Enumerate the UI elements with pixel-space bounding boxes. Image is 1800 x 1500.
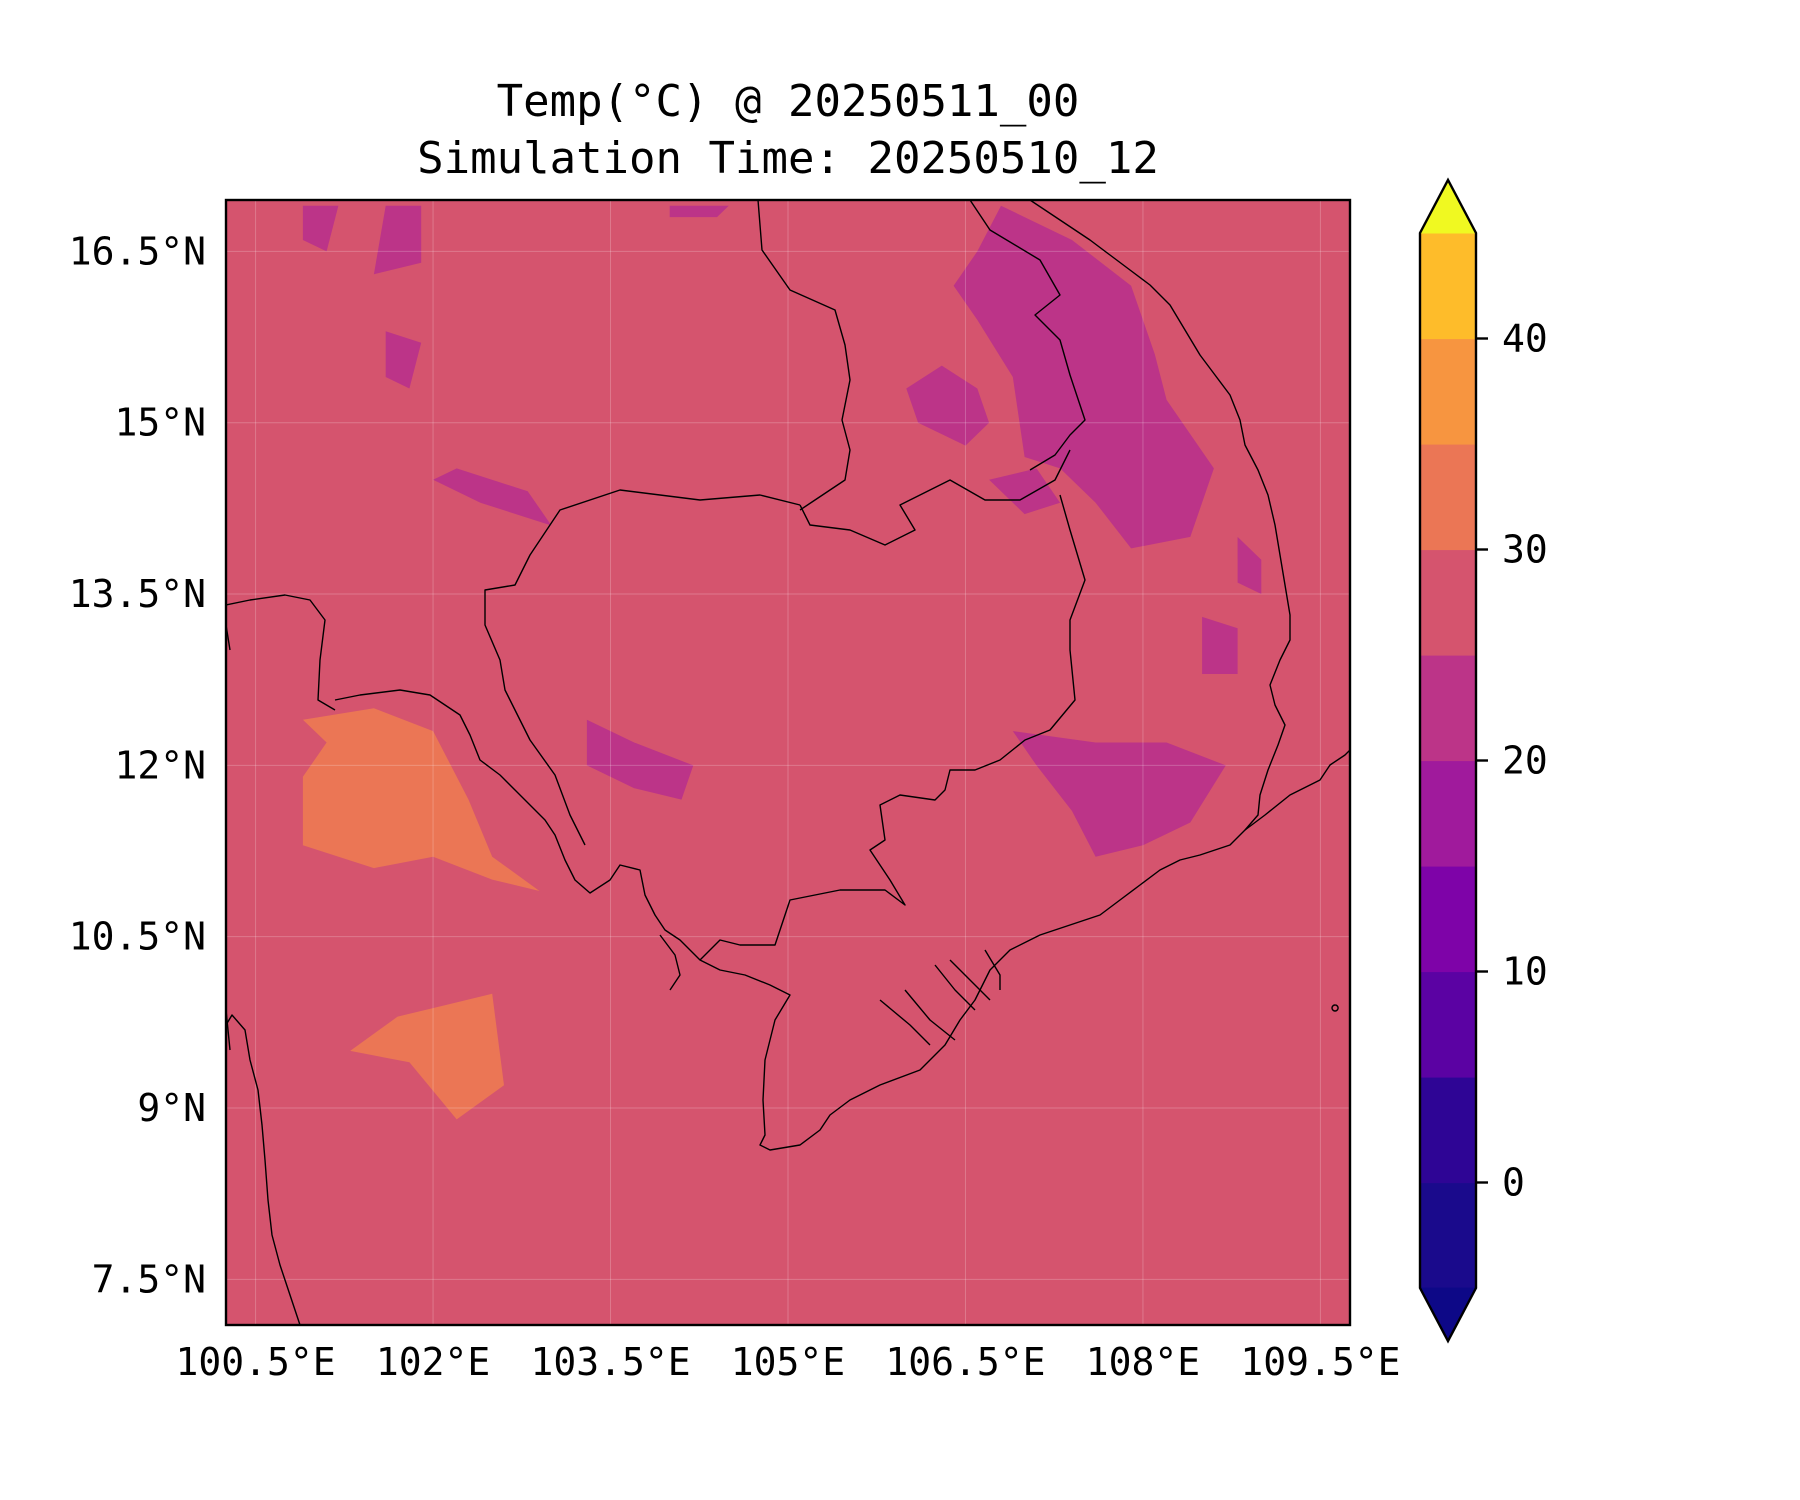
colorbar-tick-label-1: 0 xyxy=(1502,1161,1525,1205)
colorbar-segment-3 xyxy=(1420,971,1476,1078)
coastline-mekong-delta-islands xyxy=(659,934,1339,1046)
y-tick-label-1: 16.5°N xyxy=(69,229,206,273)
contour-region-3 xyxy=(989,468,1061,515)
x-tick-label-1: 100.5°E xyxy=(176,1340,336,1384)
contour-region-8 xyxy=(373,205,422,275)
coastlines-and-borders xyxy=(226,200,1350,1325)
colorbar-segment-6 xyxy=(1420,655,1476,762)
colorbar-segment-8 xyxy=(1420,444,1476,551)
y-axis-ticks: 16.5°N 15°N 13.5°N 12°N 10.5°N 9°N 7.5°N xyxy=(69,229,206,1301)
colorbar-tick-label-4: 30 xyxy=(1502,528,1548,572)
colorbar-segment-4 xyxy=(1420,866,1476,973)
x-tick-label-3: 103.5°E xyxy=(530,1340,690,1384)
title-line-2: Simulation Time: 20250510_12 xyxy=(417,133,1159,184)
colorbar-tick-label-3: 20 xyxy=(1502,739,1548,783)
x-tick-label-6: 108°E xyxy=(1086,1340,1200,1384)
map-area: 100.5°E 102°E 103.5°E 105°E 106.5°E 108°E 109.… xyxy=(69,198,1401,1384)
y-tick-label-6: 9°N xyxy=(137,1086,206,1130)
contour-region-6 xyxy=(1237,536,1262,594)
colorbar-segment-5 xyxy=(1420,760,1476,867)
contour-region-1 xyxy=(953,205,1214,549)
contour-region-2 xyxy=(906,365,990,446)
colorbar-segment-10 xyxy=(1420,233,1476,340)
colorbar: 0 10 20 30 40 xyxy=(1418,177,1548,1344)
contour-region-11 xyxy=(669,205,729,218)
y-tick-label-7: 7.5°N xyxy=(92,1257,206,1301)
colorbar-segments xyxy=(1420,233,1476,1289)
colorbar-under-triangle xyxy=(1420,1287,1476,1341)
colorbar-outline xyxy=(1418,177,1478,1344)
international-borders xyxy=(226,200,1086,961)
contour-regions xyxy=(302,205,1262,1120)
coastline-malay-peninsula xyxy=(226,1014,301,1325)
contour-region-5 xyxy=(1202,616,1238,674)
contour-region-7 xyxy=(433,468,552,526)
contour-region-4 xyxy=(1012,731,1226,857)
coastline-gulf-of-thailand xyxy=(334,689,1350,1151)
colorbar-tick-label-2: 10 xyxy=(1502,950,1548,994)
x-tick-label-7: 109.5°E xyxy=(1240,1340,1400,1384)
title-line-1: Temp(°C) @ 20250511_00 xyxy=(497,76,1080,127)
colorbar-ticks: 0 10 20 30 40 xyxy=(1476,317,1548,1205)
y-tick-label-5: 10.5°N xyxy=(69,915,206,959)
contour-region-9 xyxy=(385,331,422,389)
colorbar-segment-1 xyxy=(1420,1182,1476,1289)
colorbar-tick-label-5: 40 xyxy=(1502,317,1548,361)
contour-region-13 xyxy=(302,708,540,891)
y-tick-label-4: 12°N xyxy=(114,743,206,787)
colorbar-over-triangle xyxy=(1420,180,1476,234)
x-axis-ticks: 100.5°E 102°E 103.5°E 105°E 106.5°E 108°E 109.… xyxy=(176,1340,1401,1384)
contour-region-12 xyxy=(586,719,694,800)
x-tick-label-5: 106.5°E xyxy=(885,1340,1045,1384)
colorbar-segment-7 xyxy=(1420,549,1476,656)
map-frame xyxy=(224,198,1352,1327)
x-tick-label-2: 102°E xyxy=(376,1340,490,1384)
colorbar-segment-2 xyxy=(1420,1077,1476,1184)
contour-region-10 xyxy=(302,205,339,252)
colorbar-segment-9 xyxy=(1420,338,1476,445)
contour-region-14 xyxy=(350,993,504,1120)
coastline-vietnam-east xyxy=(1029,200,1291,831)
y-tick-label-3: 13.5°N xyxy=(69,572,206,616)
gridlines xyxy=(226,200,1350,1325)
y-tick-label-2: 15°N xyxy=(114,401,206,445)
x-tick-label-4: 105°E xyxy=(731,1340,845,1384)
